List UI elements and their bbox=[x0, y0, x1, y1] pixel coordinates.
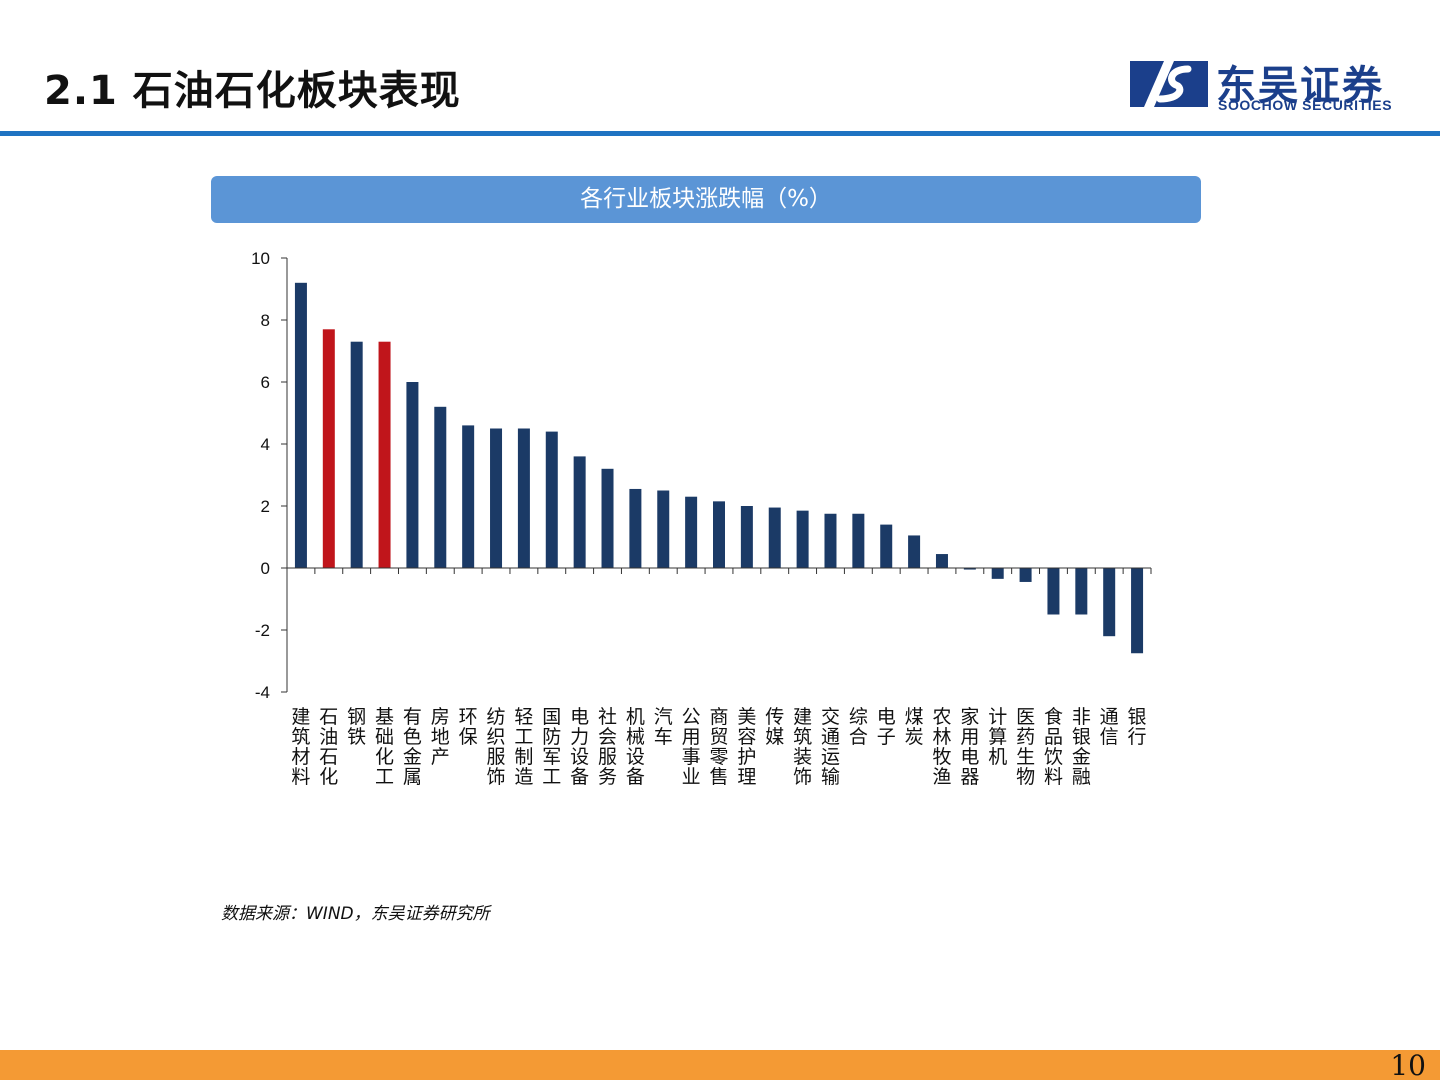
x-category-label: 石油石化 bbox=[319, 706, 338, 788]
bar-电子 bbox=[880, 524, 893, 568]
bar-传媒 bbox=[768, 507, 781, 568]
x-category-label: 汽车 bbox=[654, 706, 673, 748]
bar-计算机 bbox=[991, 568, 1004, 579]
bar-非银金融 bbox=[1075, 568, 1088, 615]
footer-bar bbox=[0, 1050, 1440, 1080]
y-tick-label: 2 bbox=[261, 497, 270, 516]
x-category-label: 钢铁 bbox=[347, 706, 366, 748]
x-category-label: 综合 bbox=[849, 706, 868, 748]
x-category-label: 计算机 bbox=[988, 706, 1007, 768]
bar-汽车 bbox=[657, 490, 670, 568]
x-category-label: 公用事业 bbox=[682, 706, 701, 788]
bar-农林牧渔 bbox=[935, 554, 948, 568]
y-tick-label: -4 bbox=[255, 683, 270, 702]
bar-机械设备 bbox=[629, 488, 642, 568]
bar-电力设备 bbox=[573, 456, 586, 568]
bar-环保 bbox=[462, 425, 475, 568]
data-source-note: 数据来源：WIND，东吴证券研究所 bbox=[221, 904, 490, 924]
x-category-label: 建筑装饰 bbox=[793, 706, 812, 788]
x-category-label: 通信 bbox=[1100, 706, 1119, 748]
bar-房地产 bbox=[434, 406, 447, 568]
x-category-label: 食品饮料 bbox=[1044, 706, 1063, 788]
y-tick-label: 6 bbox=[261, 373, 270, 392]
bar-石油石化 bbox=[322, 329, 335, 568]
bar-银行 bbox=[1131, 568, 1144, 654]
bar-有色金属 bbox=[406, 382, 419, 568]
x-category-label: 传媒 bbox=[765, 706, 784, 748]
bar-钢铁 bbox=[350, 341, 363, 568]
bar-基础化工 bbox=[378, 341, 391, 568]
x-category-label: 有色金属 bbox=[403, 706, 422, 788]
bar-家用电器 bbox=[963, 568, 976, 570]
x-category-label: 煤炭 bbox=[905, 706, 924, 748]
x-category-label: 轻工制造 bbox=[514, 706, 533, 788]
y-tick-label: 4 bbox=[261, 435, 270, 454]
x-category-label: 美容护理 bbox=[737, 706, 756, 788]
bar-国防军工 bbox=[545, 431, 558, 568]
page-number: 10 bbox=[1390, 1049, 1426, 1082]
bar-美容护理 bbox=[740, 506, 753, 568]
bar-公用事业 bbox=[685, 496, 698, 568]
bar-通信 bbox=[1103, 568, 1116, 637]
bar-交通运输 bbox=[824, 513, 837, 568]
bar-纺织服饰 bbox=[490, 428, 503, 568]
x-category-label: 电子 bbox=[877, 706, 896, 748]
y-tick-label: 8 bbox=[261, 311, 270, 330]
x-category-label: 电力设备 bbox=[570, 706, 589, 788]
bar-综合 bbox=[852, 513, 865, 568]
x-category-label: 国防军工 bbox=[542, 706, 561, 788]
x-category-label: 交通运输 bbox=[821, 706, 840, 788]
x-category-label: 医药生物 bbox=[1016, 706, 1035, 788]
x-category-label: 纺织服饰 bbox=[487, 706, 506, 788]
chart-title-banner: 各行业板块涨跌幅（%） bbox=[211, 176, 1201, 223]
bar-建筑装饰 bbox=[796, 510, 809, 568]
y-tick-label: -2 bbox=[255, 621, 270, 640]
x-category-label: 社会服务 bbox=[598, 706, 617, 788]
x-category-label: 家用电器 bbox=[960, 706, 979, 788]
x-category-label: 农林牧渔 bbox=[932, 706, 951, 788]
y-tick-label: 0 bbox=[261, 559, 270, 578]
x-category-label: 房地产 bbox=[431, 706, 450, 768]
bar-商贸零售 bbox=[713, 501, 725, 568]
x-category-label: 建筑材料 bbox=[291, 706, 310, 788]
x-category-label: 非银金融 bbox=[1072, 706, 1091, 788]
logo-chinese-name: 东吴证券 bbox=[1216, 63, 1384, 109]
bar-医药生物 bbox=[1019, 568, 1032, 582]
bar-煤炭 bbox=[908, 535, 921, 568]
y-tick-label: 10 bbox=[251, 249, 270, 268]
x-category-label: 环保 bbox=[459, 706, 478, 748]
company-logo: 东吴证券 SOOCHOW SECURITIES bbox=[1130, 55, 1410, 117]
bar-食品饮料 bbox=[1047, 568, 1060, 615]
logo-mark-icon bbox=[1130, 61, 1208, 107]
logo-english-name: SOOCHOW SECURITIES bbox=[1218, 97, 1393, 113]
header-divider bbox=[0, 131, 1440, 136]
bar-社会服务 bbox=[601, 468, 614, 568]
x-category-label: 基础化工 bbox=[375, 706, 394, 788]
x-category-label: 银行 bbox=[1128, 706, 1147, 748]
x-category-label: 商贸零售 bbox=[709, 706, 728, 788]
x-category-label: 机械设备 bbox=[626, 706, 645, 788]
bar-建筑材料 bbox=[294, 282, 307, 568]
page-title: 2.1 石油石化板块表现 bbox=[44, 68, 461, 114]
bar-轻工制造 bbox=[517, 428, 530, 568]
